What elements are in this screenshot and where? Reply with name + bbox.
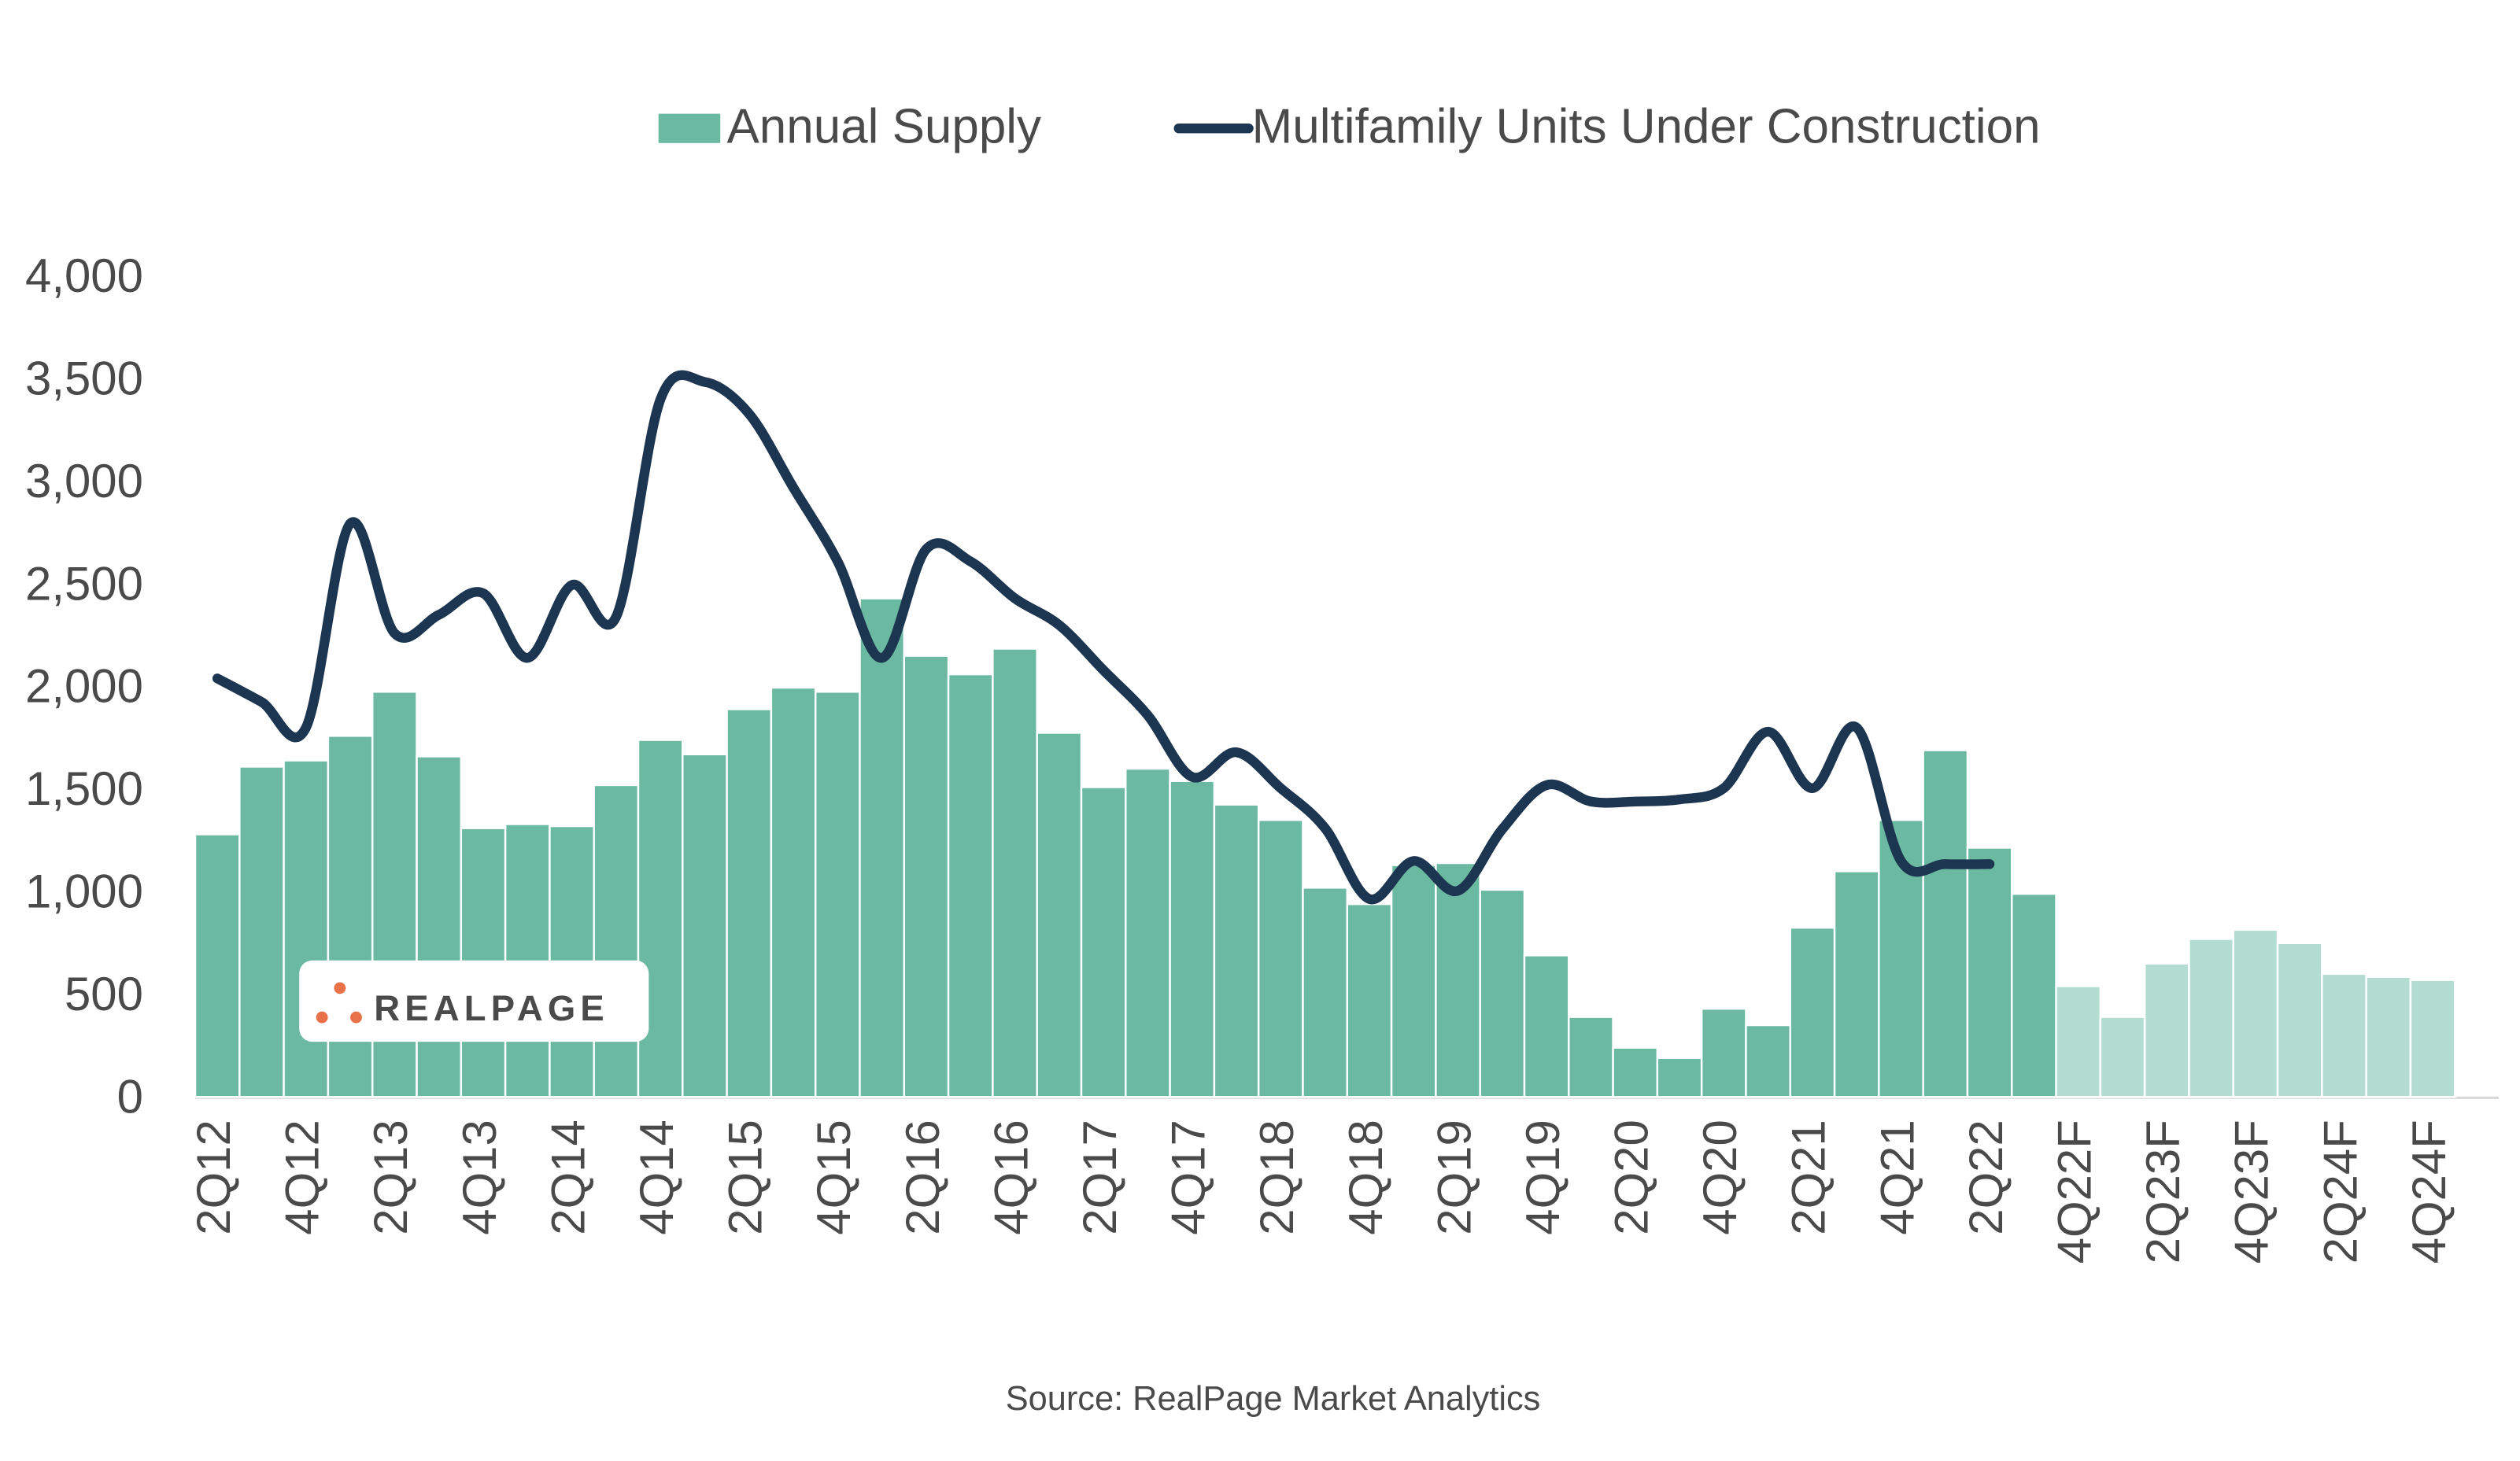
bar bbox=[1612, 1046, 1659, 1098]
x-tick-label: 2Q15 bbox=[719, 1120, 772, 1235]
bar bbox=[283, 759, 330, 1098]
bar bbox=[1169, 780, 1216, 1098]
bar bbox=[992, 647, 1038, 1098]
bar bbox=[1833, 870, 1880, 1098]
bar bbox=[1479, 888, 1526, 1098]
bar bbox=[903, 655, 950, 1098]
bar bbox=[1435, 861, 1481, 1098]
bar bbox=[2365, 976, 2412, 1098]
x-tick-label: 2Q13 bbox=[364, 1120, 417, 1235]
x-tick-label: 2Q17 bbox=[1073, 1120, 1126, 1235]
y-tick-label: 1,000 bbox=[25, 865, 143, 917]
bar bbox=[2055, 985, 2102, 1098]
bar bbox=[1257, 818, 1304, 1098]
legend-label: Annual Supply bbox=[726, 100, 1041, 154]
bar bbox=[1745, 1024, 1791, 1098]
x-tick-label: 4Q15 bbox=[807, 1120, 860, 1235]
x-tick-label: 4Q22F bbox=[2049, 1120, 2101, 1264]
bar bbox=[1213, 803, 1260, 1098]
bar bbox=[1390, 864, 1437, 1098]
bar bbox=[2409, 979, 2456, 1098]
x-tick-label: 4Q14 bbox=[630, 1120, 683, 1235]
bar bbox=[1080, 786, 1127, 1098]
y-tick-label: 3,000 bbox=[25, 455, 143, 507]
x-tick-label: 2Q23F bbox=[2137, 1120, 2189, 1264]
bar bbox=[1125, 767, 1171, 1098]
bar bbox=[1302, 887, 1349, 1098]
logo-dot bbox=[334, 982, 346, 994]
bar bbox=[947, 673, 994, 1098]
logo-dot bbox=[316, 1011, 328, 1024]
bar bbox=[1700, 1007, 1747, 1098]
x-tick-label: 4Q19 bbox=[1517, 1120, 1569, 1235]
bar bbox=[637, 739, 684, 1098]
source: Source: RealPage Market Analytics bbox=[1006, 1380, 1541, 1418]
bar bbox=[682, 753, 728, 1098]
bar bbox=[2143, 962, 2190, 1098]
x-tick-label: 2Q24F bbox=[2314, 1120, 2367, 1264]
y-tick-label: 500 bbox=[65, 968, 143, 1020]
x-tick-label: 4Q24F bbox=[2403, 1120, 2455, 1264]
bar bbox=[2188, 938, 2234, 1098]
x-tick-label: 4Q17 bbox=[1162, 1120, 1215, 1235]
legend-label: Multifamily Units Under Construction bbox=[1252, 100, 2041, 154]
y-tick-label: 2,000 bbox=[25, 660, 143, 713]
logo-dot bbox=[350, 1011, 362, 1024]
logo: REALPAGE bbox=[299, 960, 649, 1042]
y-tick-label: 2,500 bbox=[25, 557, 143, 610]
x-tick-label: 2Q21 bbox=[1783, 1120, 1835, 1235]
y-tick-label: 4,000 bbox=[25, 249, 143, 302]
x-tick-label: 2Q22 bbox=[1960, 1120, 2012, 1235]
x-tick-label: 2Q19 bbox=[1428, 1120, 1480, 1235]
bar bbox=[1568, 1016, 1614, 1098]
x-tick-label: 4Q21 bbox=[1871, 1120, 1923, 1235]
x-tick-label: 4Q20 bbox=[1694, 1120, 1746, 1235]
bar bbox=[1346, 902, 1393, 1098]
bar bbox=[1789, 926, 1836, 1098]
x-tick-label: 2Q20 bbox=[1605, 1120, 1658, 1235]
bar bbox=[416, 755, 463, 1098]
bar bbox=[327, 735, 374, 1098]
bar bbox=[2099, 1016, 2146, 1098]
x-tick-label: 2Q16 bbox=[896, 1120, 949, 1235]
x-tick-label: 4Q23F bbox=[2226, 1120, 2278, 1264]
y-tick-label: 0 bbox=[117, 1070, 143, 1123]
bar bbox=[1523, 954, 1570, 1098]
bar bbox=[1922, 749, 1969, 1098]
logo-box bbox=[299, 960, 649, 1042]
bar bbox=[770, 686, 817, 1098]
legend-swatch bbox=[658, 113, 721, 143]
y-tick-label: 3,500 bbox=[25, 352, 143, 405]
bar bbox=[814, 691, 861, 1098]
bar bbox=[593, 784, 640, 1098]
x-tick-label: 2Q14 bbox=[541, 1120, 594, 1235]
bar bbox=[2232, 928, 2279, 1098]
bar bbox=[194, 833, 241, 1098]
bar bbox=[2011, 892, 2057, 1098]
y-tick-label: 1,500 bbox=[25, 762, 143, 815]
x-tick-label: 4Q16 bbox=[985, 1120, 1037, 1235]
x-tick-label: 2Q12 bbox=[187, 1120, 240, 1235]
bar bbox=[1036, 732, 1083, 1098]
bar bbox=[238, 766, 285, 1098]
logo-text: REALPAGE bbox=[374, 988, 609, 1028]
x-tick-label: 4Q13 bbox=[453, 1120, 506, 1235]
x-tick-label: 2Q18 bbox=[1251, 1120, 1303, 1235]
bar bbox=[859, 597, 906, 1098]
bar bbox=[1966, 847, 2013, 1098]
line bbox=[212, 370, 1995, 905]
x-tick-label: 4Q18 bbox=[1339, 1120, 1392, 1235]
bar bbox=[2321, 972, 2367, 1098]
x-tick-label: 4Q12 bbox=[276, 1120, 329, 1235]
bar bbox=[2276, 942, 2323, 1098]
bar bbox=[1656, 1057, 1703, 1098]
bar bbox=[726, 708, 773, 1098]
